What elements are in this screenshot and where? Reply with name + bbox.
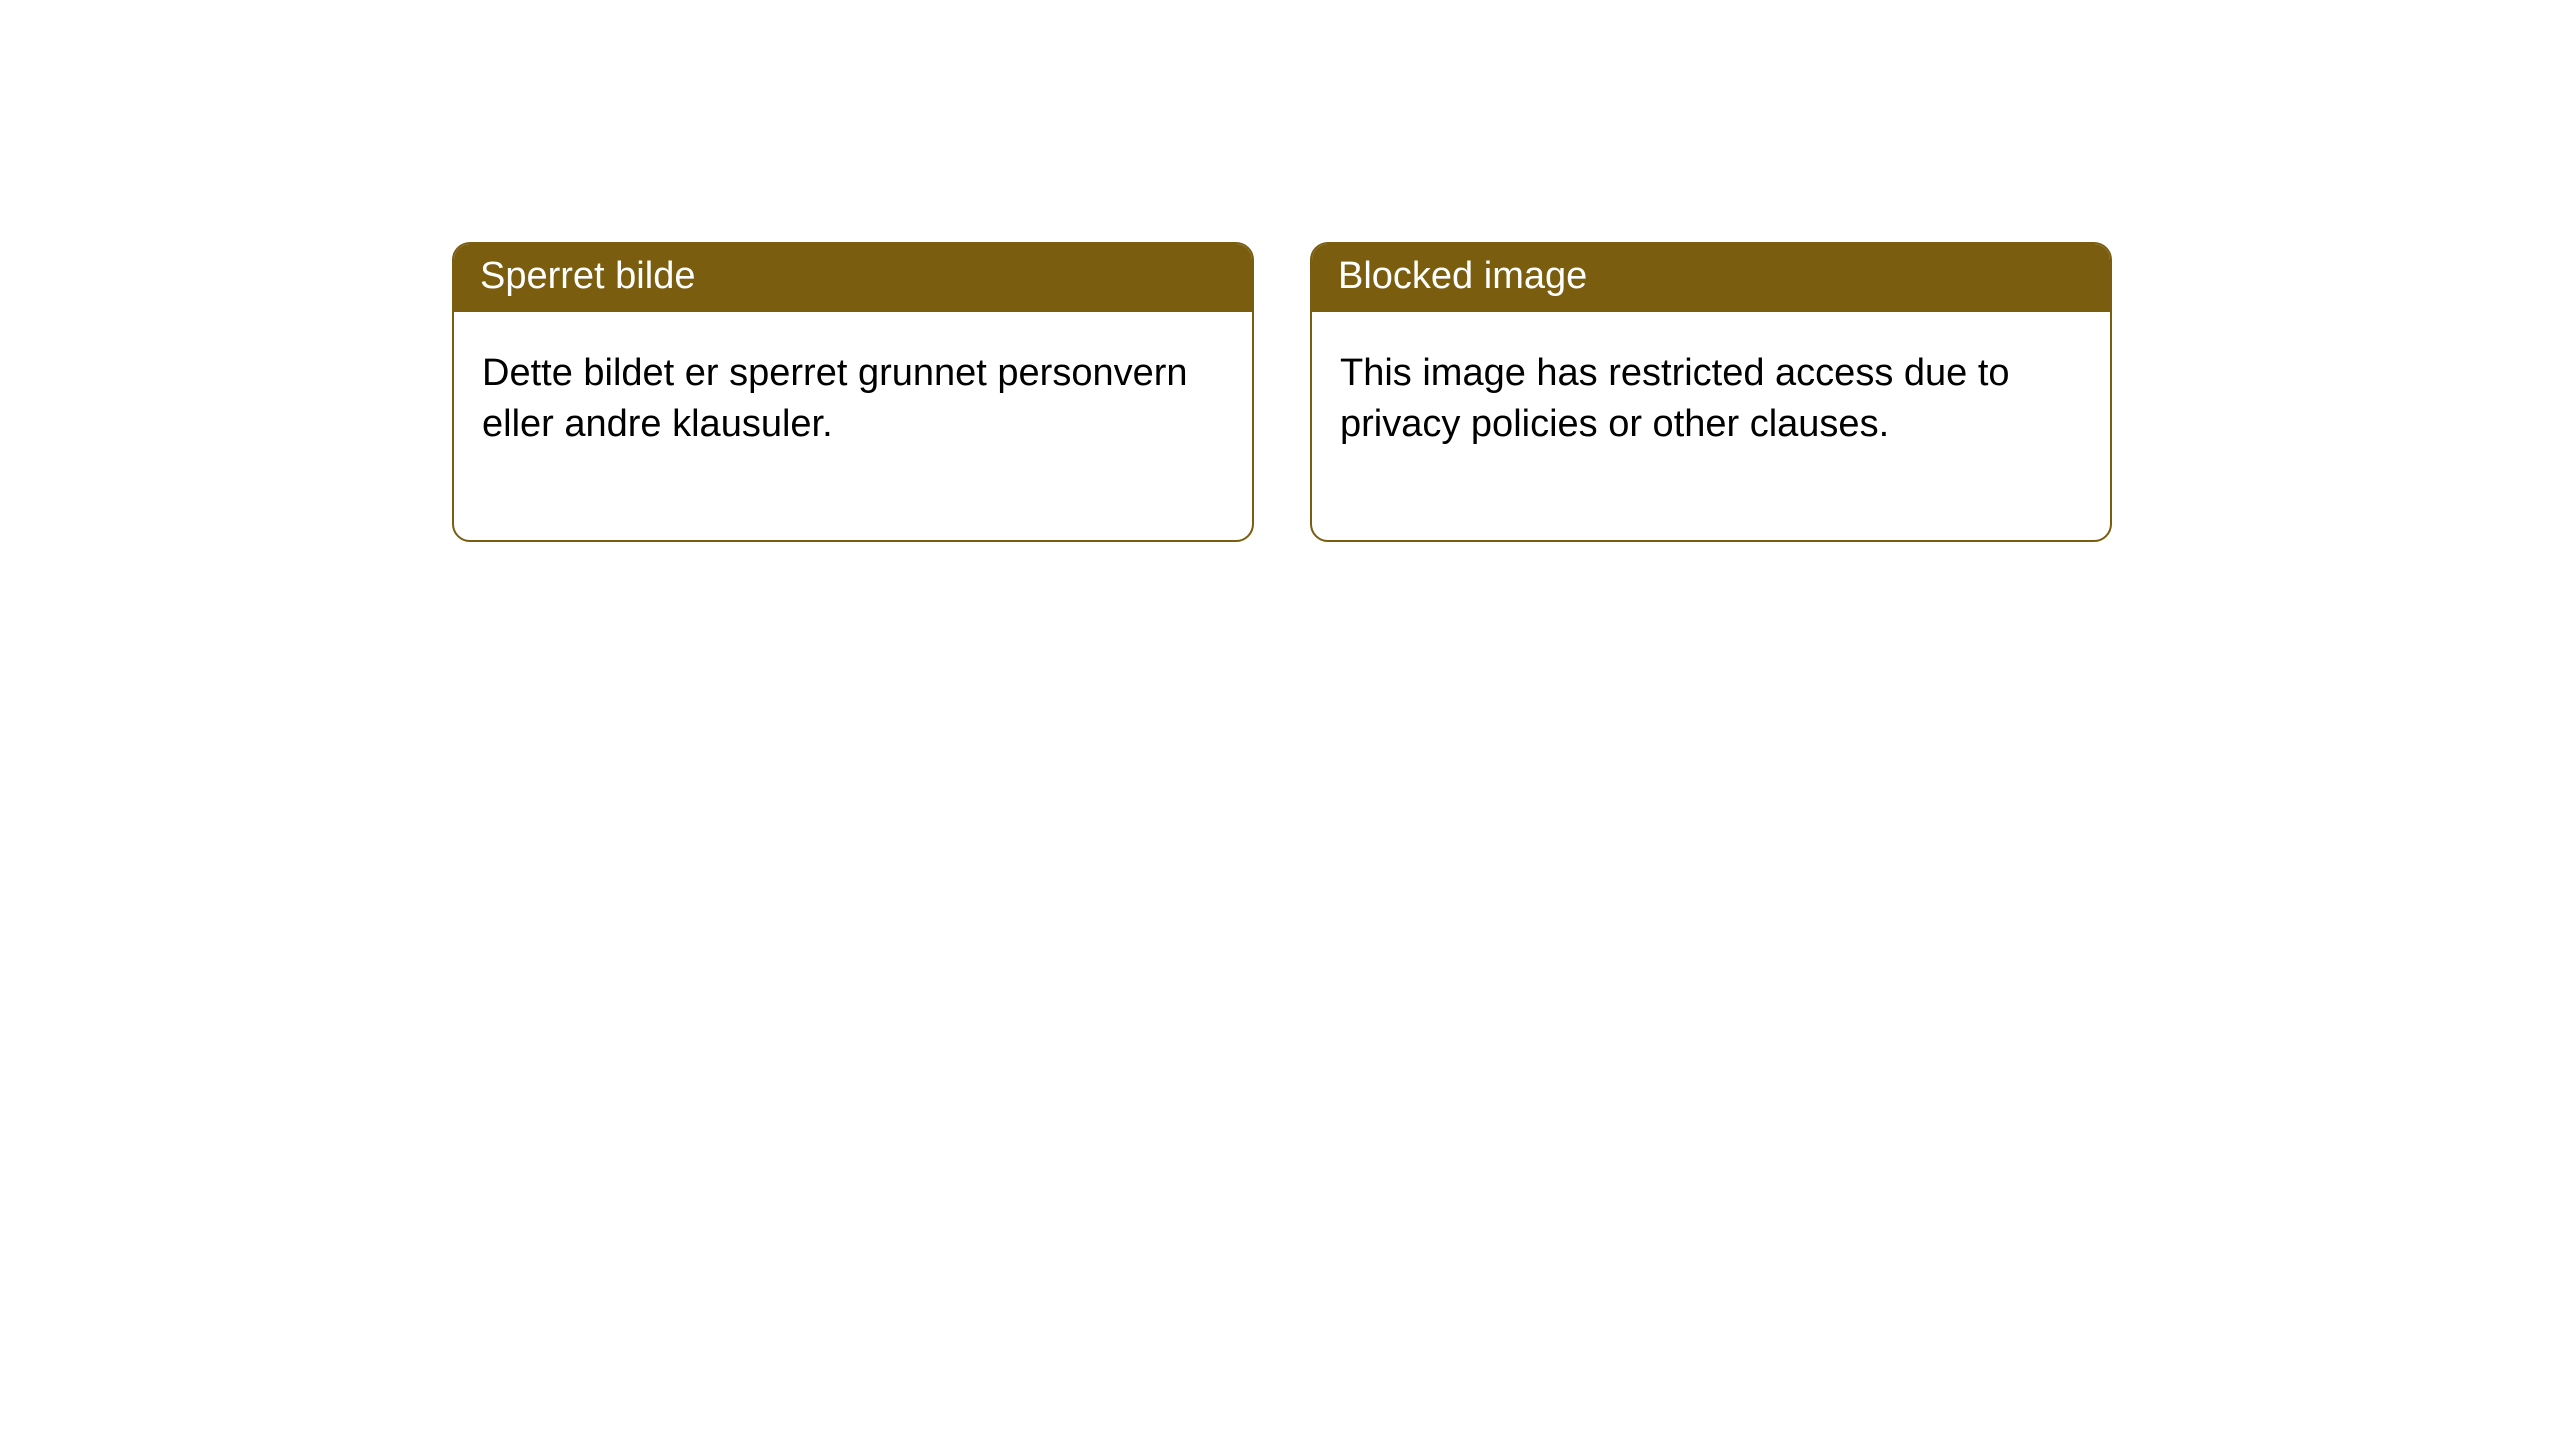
notice-box-norwegian: Sperret bilde Dette bildet er sperret gr… (452, 242, 1254, 542)
notice-container: Sperret bilde Dette bildet er sperret gr… (0, 0, 2560, 542)
notice-box-english: Blocked image This image has restricted … (1310, 242, 2112, 542)
notice-title: Sperret bilde (454, 244, 1252, 312)
notice-title: Blocked image (1312, 244, 2110, 312)
notice-body: This image has restricted access due to … (1312, 312, 2110, 541)
notice-body: Dette bildet er sperret grunnet personve… (454, 312, 1252, 541)
